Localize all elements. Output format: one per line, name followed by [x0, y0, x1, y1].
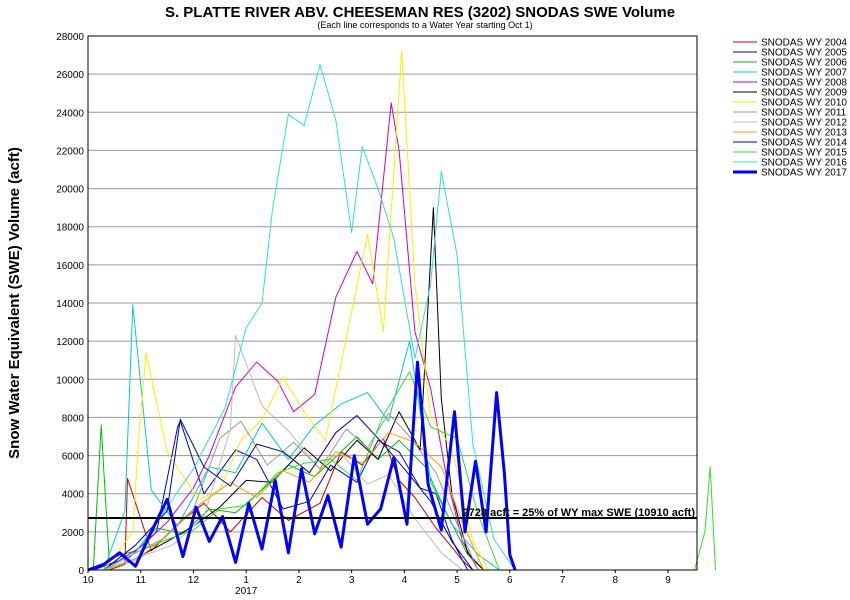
y-tick-label: 24000 — [56, 108, 84, 119]
series-line — [103, 64, 516, 571]
legend-label: SNODAS WY 2016 — [761, 158, 847, 169]
chart-subtitle: (Each line corresponds to a Water Year s… — [317, 20, 532, 30]
x-tick-label: 7 — [560, 575, 566, 586]
y-tick-label: 2000 — [62, 528, 85, 539]
x-tick-label: 6 — [507, 575, 513, 586]
y-tick-label: 8000 — [62, 413, 85, 424]
threshold-label: 2728 acft = 25% of WY max SWE (10910 acf… — [463, 507, 696, 519]
series-line — [103, 304, 500, 571]
legend-label: SNODAS WY 2004 — [761, 38, 847, 49]
legend-label: SNODAS WY 2008 — [761, 78, 847, 89]
legend-label: SNODAS WY 2005 — [761, 48, 847, 59]
legend-label: SNODAS WY 2011 — [761, 108, 847, 119]
y-tick-label: 14000 — [56, 299, 84, 310]
x-tick-label: 3 — [349, 575, 355, 586]
legend-label: SNODAS WY 2012 — [761, 118, 847, 129]
x-tick-label: 8 — [612, 575, 618, 586]
y-tick-labels: 0 2000 4000 6000 8000 10000 12000 14000 16000 180… — [56, 32, 84, 577]
series-line — [87, 360, 517, 572]
chart-title: S. PLATTE RIVER ABV. CHEESEMAN RES (3202… — [165, 4, 675, 21]
y-tick-label: 4000 — [62, 490, 85, 501]
x-tick-label: 1 — [243, 575, 249, 586]
legend-label: SNODAS WY 2017 — [761, 168, 847, 179]
series-line — [103, 334, 463, 571]
series-line — [103, 102, 479, 571]
x-tick-label: 9 — [665, 575, 671, 586]
year-label: 2017 — [235, 586, 258, 597]
series-line — [103, 50, 490, 571]
x-tick-label: 10 — [82, 575, 94, 586]
legend-label: SNODAS WY 2010 — [761, 98, 847, 109]
series-lines — [87, 50, 716, 572]
x-tick-label: 5 — [454, 575, 460, 586]
y-tick-label: 28000 — [56, 32, 84, 43]
series-line — [103, 415, 474, 571]
y-tick-label: 6000 — [62, 452, 85, 463]
legend-label: SNODAS WY 2009 — [761, 88, 847, 99]
y-tick-label: 22000 — [56, 146, 84, 157]
legend-label: SNODAS WY 2015 — [761, 148, 847, 159]
series-line — [108, 437, 474, 571]
x-tick-label: 2 — [296, 575, 302, 586]
y-tick-label: 0 — [78, 566, 84, 577]
y-tick-label: 10000 — [56, 375, 84, 386]
legend-label: SNODAS WY 2007 — [761, 68, 847, 79]
series-line — [103, 413, 479, 571]
x-tick-label: 4 — [402, 575, 408, 586]
y-tick-label: 26000 — [56, 70, 84, 81]
series-line — [103, 432, 484, 571]
y-axis-label: Snow Water Equivalent (SWE) Volume (acft… — [6, 147, 23, 459]
x-tick-label: 11 — [136, 575, 147, 586]
threshold: 2728 acft = 25% of WY max SWE (10910 acf… — [88, 507, 697, 519]
plot-frame — [87, 35, 698, 571]
x-tick-labels: 10 11 12 1 2 3 4 5 6 7 8 9 — [82, 570, 671, 586]
legend-label: SNODAS WY 2006 — [761, 58, 847, 69]
y-tick-label: 18000 — [56, 223, 84, 234]
y-tick-label: 12000 — [56, 337, 84, 348]
legend-label: SNODAS WY 2013 — [761, 128, 847, 139]
x-tick-label: 12 — [188, 575, 200, 586]
legend-label: SNODAS WY 2014 — [761, 138, 847, 149]
y-tick-label: 20000 — [56, 185, 84, 196]
y-tick-label: 16000 — [56, 261, 84, 272]
